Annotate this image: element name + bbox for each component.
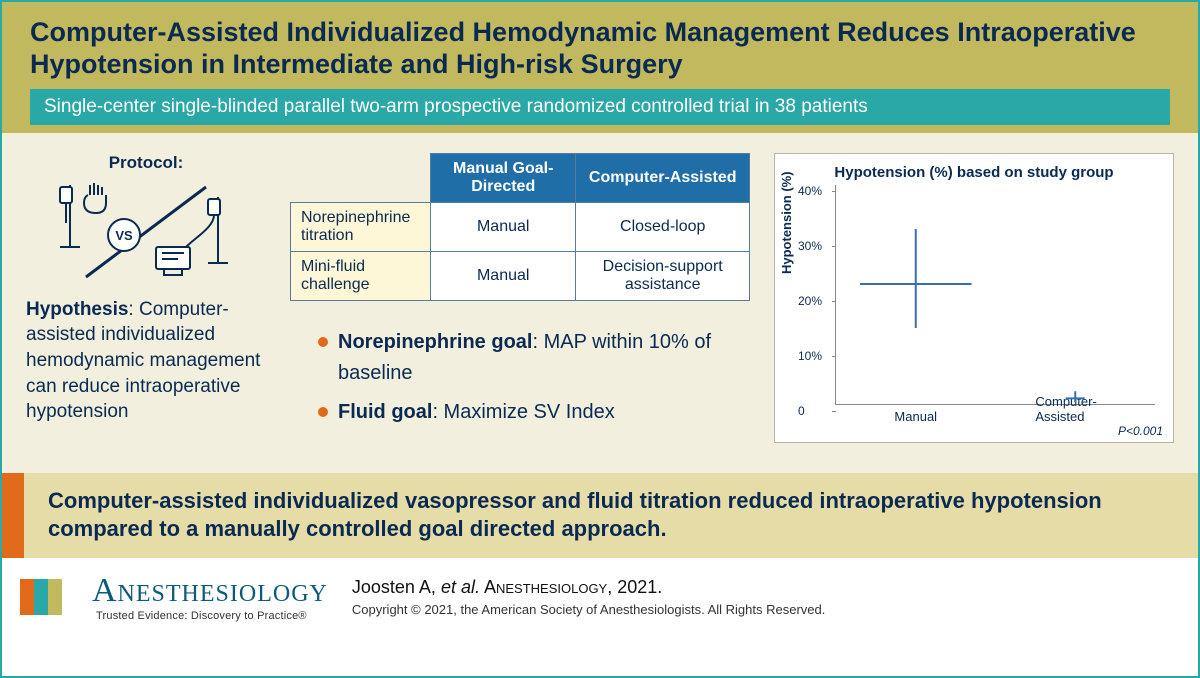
table-col-manual: Manual Goal-Directed bbox=[431, 153, 576, 202]
vs-label: VS bbox=[115, 228, 133, 243]
goal-label: Fluid goal bbox=[338, 401, 432, 423]
table-col-computer: Computer-Assisted bbox=[576, 153, 750, 202]
citation-etal: et al. bbox=[441, 577, 480, 597]
bullet-icon bbox=[318, 337, 328, 347]
goal-item: Norepinephrine goal: MAP within 10% of b… bbox=[318, 327, 750, 389]
conclusion-text: Computer-assisted individualized vasopre… bbox=[24, 473, 1198, 558]
chart-xlabel: Manual bbox=[894, 409, 937, 424]
protocol-column: Protocol: VS bbox=[26, 153, 266, 425]
copyright: Copyright © 2021, the American Society o… bbox=[352, 602, 1174, 617]
chart-title: Hypotension (%) based on study group bbox=[783, 164, 1165, 181]
brand-tagline: Trusted Evidence: Discovery to Practice® bbox=[96, 610, 328, 622]
brand-name: Anesthesiology bbox=[92, 572, 328, 610]
cell: Manual bbox=[431, 251, 576, 300]
accent-bar bbox=[2, 473, 24, 558]
protocol-table: Manual Goal-Directed Computer-Assisted N… bbox=[290, 153, 750, 301]
table-column: Manual Goal-Directed Computer-Assisted N… bbox=[290, 153, 750, 436]
protocol-illustration: VS bbox=[46, 177, 246, 287]
cell: Closed-loop bbox=[576, 202, 750, 251]
table-row: Norepinephrine titration Manual Closed-l… bbox=[291, 202, 750, 251]
row-head: Mini-fluid challenge bbox=[291, 251, 431, 300]
brand-block: Anesthesiology Trusted Evidence: Discove… bbox=[92, 572, 328, 622]
goal-text: : Maximize SV Index bbox=[432, 401, 614, 423]
conclusion-band: Computer-assisted individualized vasopre… bbox=[2, 473, 1198, 558]
hypothesis-text: Hypothesis: Computer-assisted individual… bbox=[26, 297, 266, 425]
citation: Joosten A, et al. Anesthesiology, 2021. … bbox=[352, 577, 1174, 617]
page-title: Computer-Assisted Individualized Hemodyn… bbox=[30, 16, 1170, 81]
chart-plot-area: 010%20%30%40%ManualComputer-Assisted bbox=[835, 185, 1155, 405]
cell: Decision-support assistance bbox=[576, 251, 750, 300]
citation-year: , 2021. bbox=[607, 577, 662, 597]
protocol-label: Protocol: bbox=[26, 153, 266, 173]
main-content-row: Protocol: VS bbox=[2, 133, 1198, 473]
chart-panel: Hypotension (%) based on study group Hyp… bbox=[774, 153, 1174, 443]
chart-pvalue: P<0.001 bbox=[1118, 424, 1163, 438]
footer: Anesthesiology Trusted Evidence: Discove… bbox=[2, 558, 1198, 636]
brand-flag-icon bbox=[20, 579, 62, 615]
goal-item: Fluid goal: Maximize SV Index bbox=[318, 397, 750, 428]
table-row: Mini-fluid challenge Manual Decision-sup… bbox=[291, 251, 750, 300]
hypothesis-label: Hypothesis bbox=[26, 299, 128, 320]
chart-ylabel: Hypotension (%) bbox=[779, 171, 794, 274]
row-head: Norepinephrine titration bbox=[291, 202, 431, 251]
goal-label: Norepinephrine goal bbox=[338, 331, 532, 353]
citation-journal: Anesthesiology bbox=[480, 577, 607, 597]
bullet-icon bbox=[318, 407, 328, 417]
citation-author: Joosten A, bbox=[352, 577, 441, 597]
table-blank-cell bbox=[291, 153, 431, 202]
study-design-subtitle: Single-center single-blinded parallel tw… bbox=[30, 89, 1170, 125]
goals-list: Norepinephrine goal: MAP within 10% of b… bbox=[290, 327, 750, 428]
cell: Manual bbox=[431, 202, 576, 251]
title-block: Computer-Assisted Individualized Hemodyn… bbox=[2, 2, 1198, 133]
